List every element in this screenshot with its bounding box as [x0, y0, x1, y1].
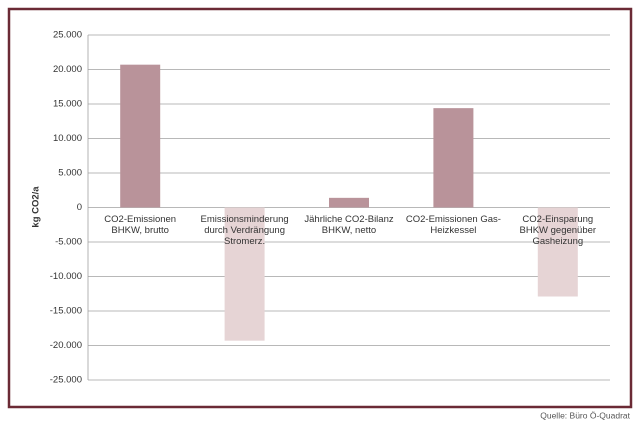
- x-tick-label: CO2-Emissionen BHKW, brutto: [104, 213, 177, 236]
- y-tick-label: -10.000: [50, 271, 82, 282]
- y-tick-label: 10.000: [53, 133, 82, 144]
- y-tick-label: 25.000: [53, 30, 82, 41]
- x-tick-label: CO2-Emissionen Gas-Heizkessel: [405, 213, 501, 236]
- frame: [7, 7, 633, 409]
- bar: [224, 207, 265, 341]
- bar: [329, 197, 369, 208]
- y-tick-label: -20.000: [50, 340, 82, 351]
- y-tick-label: -5.000: [55, 237, 82, 248]
- y-axis-label: kg CO2/a: [31, 186, 42, 228]
- x-tick-label: CO2-Einsparung BHKW gegenüber Gasheizung: [519, 213, 597, 247]
- y-tick-label: 20.000: [53, 64, 82, 75]
- x-tick-label: Emissionsminderung durch Verdrängung Str…: [200, 213, 289, 247]
- bar: [120, 64, 161, 208]
- y-tick-label: -15.000: [50, 306, 82, 317]
- y-tick-label: 5.000: [58, 168, 82, 179]
- y-tick-label: 15.000: [53, 99, 82, 110]
- y-tick-label: 0: [77, 202, 82, 213]
- source: Quelle: Büro Ö-Quadrat: [540, 410, 630, 420]
- x-tick-label: Jährliche CO2-Bilanz BHKW, netto: [304, 213, 394, 236]
- y-tick-label: -25.000: [50, 375, 82, 386]
- bar: [537, 207, 578, 297]
- bar: [433, 108, 474, 208]
